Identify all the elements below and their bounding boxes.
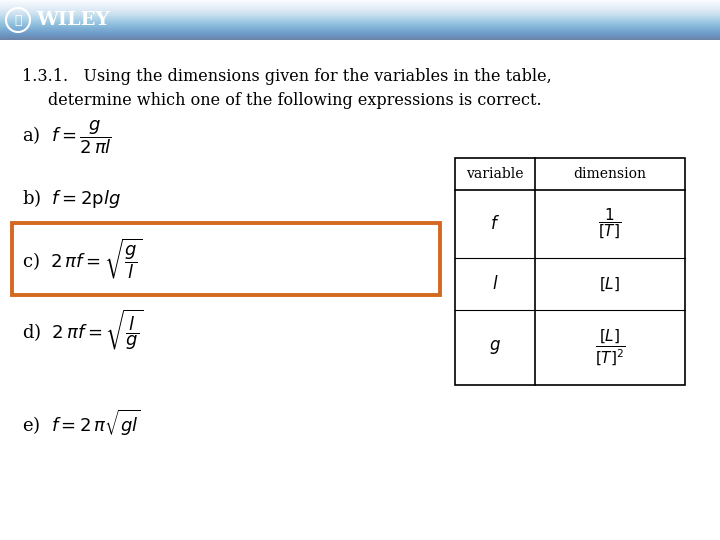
Text: determine which one of the following expressions is correct.: determine which one of the following exp… [48, 92, 541, 109]
Text: $g$: $g$ [489, 339, 501, 356]
Text: ⓦ: ⓦ [14, 14, 22, 26]
Text: e)  $f = 2\,\pi\sqrt{gl}$: e) $f = 2\,\pi\sqrt{gl}$ [22, 408, 141, 438]
Text: a)  $f = \dfrac{g}{2\,\pi l}$: a) $f = \dfrac{g}{2\,\pi l}$ [22, 118, 112, 156]
Text: dimension: dimension [574, 167, 647, 181]
Text: $f$: $f$ [490, 215, 500, 233]
Bar [12, 223, 440, 295]
Text: $\dfrac{[L]}{[T]^2}$: $\dfrac{[L]}{[T]^2}$ [595, 328, 625, 367]
Text: variable: variable [467, 167, 523, 181]
Text: WILEY: WILEY [36, 11, 109, 29]
Text: 1.3.1.   Using the dimensions given for the variables in the table,: 1.3.1. Using the dimensions given for th… [22, 68, 552, 85]
Text: $[L]$: $[L]$ [600, 275, 621, 293]
Text: b)  $f = 2\mathrm{p}\mathit{lg}$: b) $f = 2\mathrm{p}\mathit{lg}$ [22, 187, 121, 211]
Text: $l$: $l$ [492, 275, 498, 293]
Text: d)  $2\,\pi f = \sqrt{\dfrac{l}{g}}$: d) $2\,\pi f = \sqrt{\dfrac{l}{g}}$ [22, 308, 143, 352]
Bar [455, 158, 685, 385]
Text: $\dfrac{1}{[T]}$: $\dfrac{1}{[T]}$ [598, 207, 621, 241]
Text: c)  $2\,\pi f = \sqrt{\dfrac{g}{l}}$: c) $2\,\pi f = \sqrt{\dfrac{g}{l}}$ [22, 237, 142, 281]
